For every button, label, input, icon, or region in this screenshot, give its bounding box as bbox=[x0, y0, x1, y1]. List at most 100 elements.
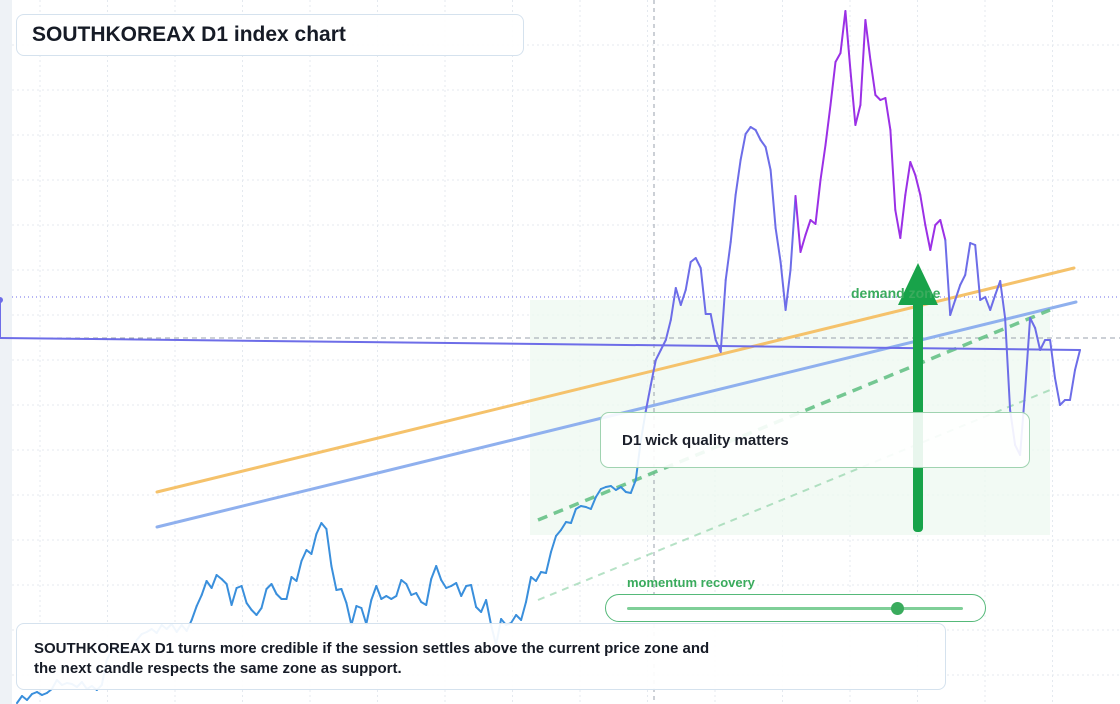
price-segment bbox=[629, 479, 637, 494]
price-segment bbox=[759, 139, 767, 148]
price-segment bbox=[964, 242, 972, 276]
price-segment bbox=[874, 94, 882, 101]
price-segment bbox=[310, 533, 318, 555]
price-segment bbox=[909, 161, 917, 176]
price-segment bbox=[535, 571, 542, 582]
price-segment bbox=[515, 614, 523, 621]
price-segment bbox=[944, 239, 952, 316]
price-segment bbox=[0, 337, 1081, 351]
annotation-text: D1 wick quality matters bbox=[622, 431, 789, 449]
price-segment bbox=[824, 104, 832, 146]
price-segment bbox=[1049, 339, 1056, 379]
left-edge-strip bbox=[0, 0, 12, 704]
price-segment bbox=[769, 169, 777, 229]
price-segment bbox=[26, 693, 33, 701]
price-segment bbox=[894, 209, 902, 239]
price-segment bbox=[295, 560, 303, 582]
price-segment bbox=[365, 599, 373, 625]
price-segment bbox=[400, 579, 408, 585]
price-segment bbox=[994, 280, 1002, 296]
price-segment bbox=[1059, 399, 1066, 406]
price-segment bbox=[844, 10, 852, 71]
price-segment bbox=[789, 195, 797, 271]
price-segment bbox=[919, 194, 927, 226]
price-segment bbox=[250, 609, 258, 616]
momentum-slider-track bbox=[627, 607, 963, 610]
price-segment bbox=[395, 579, 403, 597]
price-segment bbox=[949, 299, 957, 316]
price-segment bbox=[265, 583, 273, 590]
caption-text: SOUTHKOREAX D1 turns more credible if th… bbox=[34, 640, 710, 677]
price-segment bbox=[545, 551, 552, 574]
price-segment bbox=[754, 129, 762, 141]
price-segment bbox=[609, 485, 617, 491]
price-segment bbox=[340, 588, 348, 604]
price-segment bbox=[594, 488, 602, 498]
price-segment bbox=[764, 146, 772, 171]
price-segment bbox=[190, 605, 198, 621]
price-segment bbox=[570, 508, 577, 524]
price-segment bbox=[510, 614, 518, 624]
price-segment bbox=[255, 607, 263, 616]
price-segment bbox=[619, 486, 627, 493]
price-segment bbox=[914, 174, 922, 196]
price-segment bbox=[300, 549, 308, 562]
price-segment bbox=[684, 261, 692, 291]
price-segment bbox=[719, 279, 727, 353]
price-segment bbox=[699, 267, 707, 315]
price-segment bbox=[415, 592, 423, 603]
bullish-arrow-head bbox=[898, 263, 938, 305]
price-series bbox=[0, 10, 1081, 704]
price-segment bbox=[1004, 317, 1012, 411]
price-segment bbox=[799, 234, 807, 253]
price-segment bbox=[649, 359, 657, 386]
price-segment bbox=[525, 576, 532, 603]
price-segment bbox=[939, 219, 947, 241]
price-segment bbox=[694, 257, 702, 269]
last-price-point bbox=[0, 297, 3, 303]
price-segment bbox=[275, 593, 283, 600]
price-segment bbox=[679, 289, 687, 306]
price-segment bbox=[729, 194, 737, 243]
demand-zone-label: demand zone bbox=[851, 285, 941, 301]
price-segment bbox=[814, 179, 822, 225]
momentum-slider[interactable] bbox=[605, 594, 986, 622]
price-segment bbox=[1034, 327, 1042, 351]
annotation-card: D1 wick quality matters bbox=[600, 412, 1030, 468]
price-segment bbox=[884, 97, 892, 131]
price-segment bbox=[934, 219, 942, 226]
price-segment bbox=[195, 594, 203, 607]
momentum-slider-thumb[interactable] bbox=[891, 602, 905, 615]
price-segment bbox=[320, 522, 328, 530]
price-segment bbox=[834, 52, 842, 63]
price-segment bbox=[724, 241, 732, 281]
price-segment bbox=[475, 606, 483, 613]
price-segment bbox=[669, 287, 677, 321]
price-segment bbox=[864, 19, 872, 61]
price-segment bbox=[1024, 317, 1032, 392]
price-segment bbox=[560, 521, 567, 531]
price-segment bbox=[664, 319, 672, 341]
price-segment bbox=[899, 194, 907, 239]
price-segment bbox=[315, 522, 323, 535]
price-segment bbox=[644, 384, 652, 412]
price-segment bbox=[709, 313, 717, 341]
price-segment bbox=[1039, 339, 1047, 351]
price-segment bbox=[869, 59, 877, 96]
price-segment bbox=[929, 224, 937, 251]
price-segment bbox=[784, 269, 792, 311]
price-segment bbox=[999, 280, 1007, 319]
price-segment bbox=[849, 69, 857, 126]
price-segment bbox=[485, 599, 493, 626]
price-segment bbox=[674, 287, 682, 306]
price-segment bbox=[240, 585, 248, 604]
price-segment bbox=[859, 19, 867, 106]
price-segment bbox=[839, 10, 847, 54]
price-segment bbox=[954, 284, 962, 301]
price-segment bbox=[215, 574, 223, 580]
price-segment bbox=[480, 599, 488, 613]
price-segment bbox=[455, 582, 463, 597]
price-segment bbox=[345, 602, 353, 626]
price-segment bbox=[220, 578, 228, 585]
caption-card: SOUTHKOREAX D1 turns more credible if th… bbox=[16, 623, 946, 690]
